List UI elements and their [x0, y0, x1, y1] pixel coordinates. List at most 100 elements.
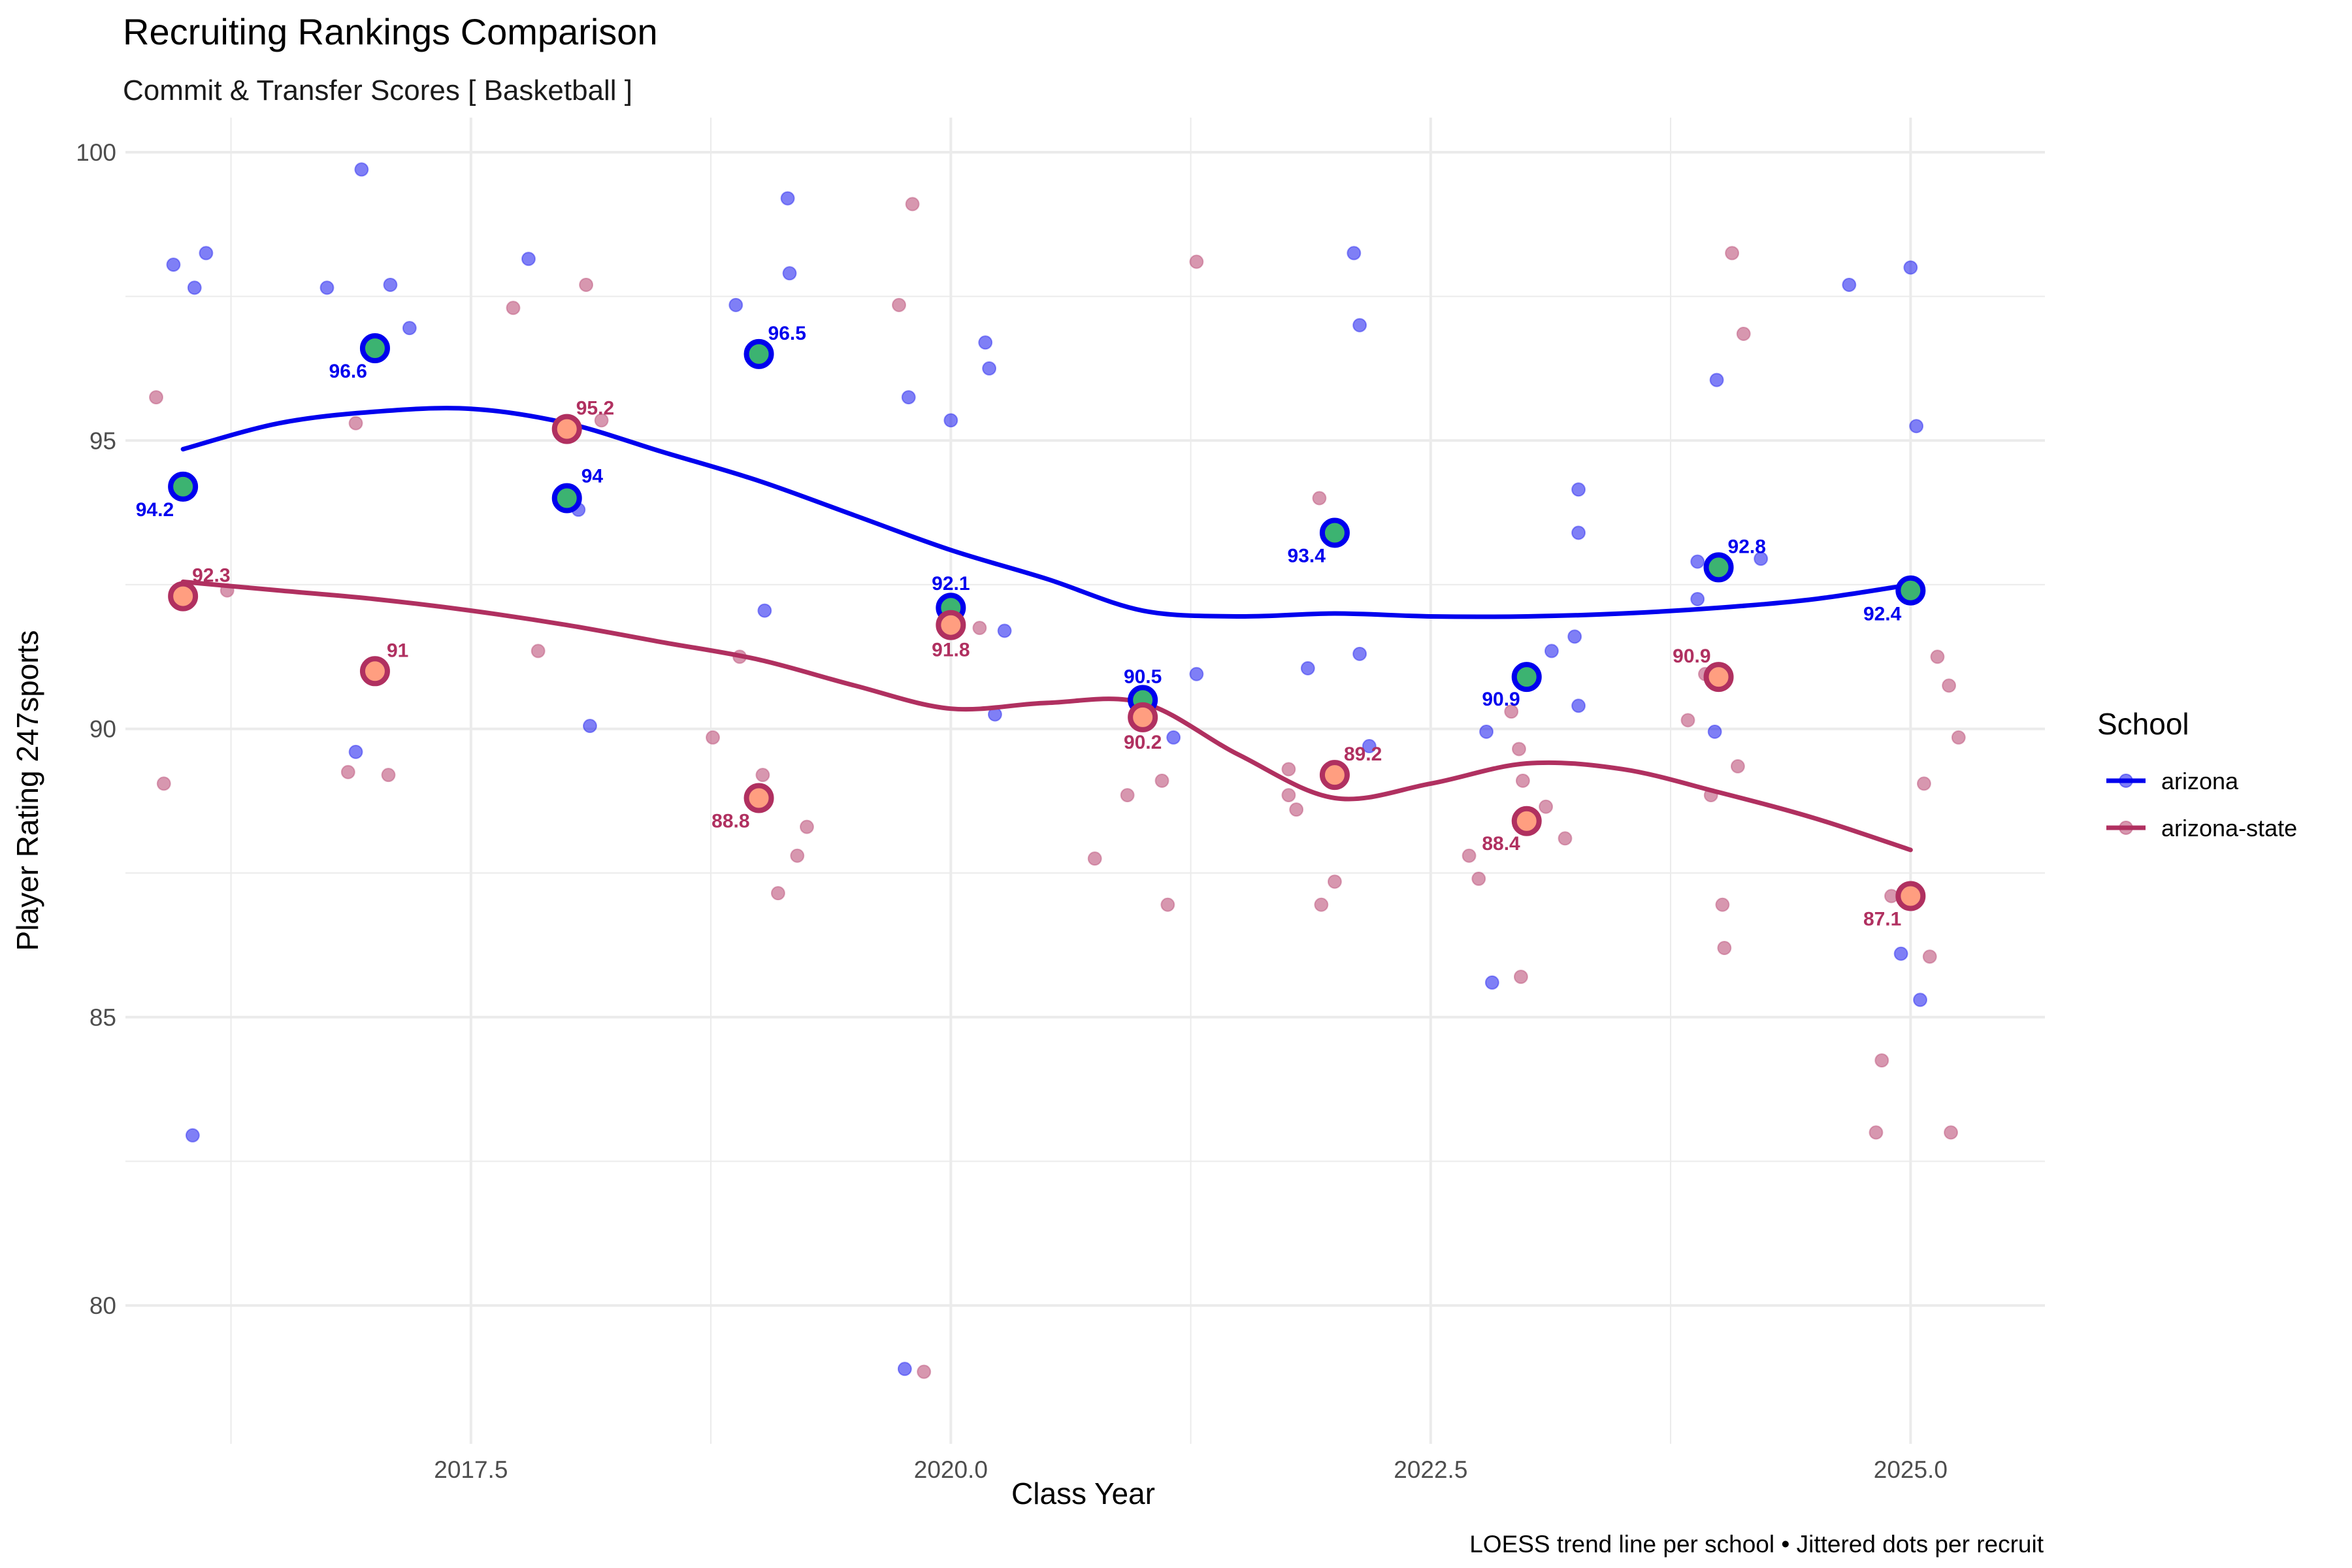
average-point	[743, 783, 774, 813]
average-data-label: 94.2	[136, 499, 174, 521]
recruit-point	[1893, 946, 1908, 961]
average-data-label: 89.2	[1344, 743, 1382, 765]
recruit-point	[1690, 591, 1705, 606]
chart-subtitle: Commit & Transfer Scores [ Basketball ]	[123, 74, 632, 106]
recruit-point	[978, 335, 993, 350]
chart-title: Recruiting Rankings Comparison	[123, 11, 658, 52]
recruit-point	[905, 197, 920, 212]
recruit-point	[897, 1362, 912, 1377]
legend-item-arizona: arizona	[2106, 768, 2239, 794]
axes: 2017.5 2020.0 2022.5 2025.0 80 85 90 95 100	[76, 139, 1948, 1483]
trend-line-arizona	[180, 406, 1913, 619]
average-point	[743, 338, 774, 369]
recruit-point	[582, 719, 597, 734]
average-data-label: 90.5	[1124, 666, 1162, 687]
recruit-point	[1281, 762, 1296, 777]
recruit-point	[1484, 975, 1499, 990]
recruit-point	[579, 277, 594, 292]
recruit-point	[1289, 802, 1304, 817]
recruit-point	[1707, 724, 1722, 739]
average-data-label: 96.6	[329, 361, 367, 382]
average-point	[1895, 575, 1926, 606]
average-point	[1319, 517, 1350, 548]
recruit-point	[594, 413, 609, 428]
recruit-point	[1504, 704, 1519, 719]
recruit-point	[1462, 848, 1477, 863]
recruit-point	[1281, 788, 1296, 803]
recruit-point	[199, 246, 214, 261]
average-data-label: 88.8	[711, 810, 749, 832]
average-point	[1128, 702, 1158, 732]
recruit-point	[982, 361, 997, 376]
recruit-point	[1869, 1125, 1884, 1140]
recruit-point	[1352, 318, 1367, 333]
y-tick-label: 95	[90, 427, 116, 454]
recruit-point	[1352, 646, 1367, 661]
recruit-point	[402, 321, 417, 336]
series-recruits-arizona-state	[149, 197, 1966, 1379]
recruit-point	[1922, 949, 1937, 964]
average-point	[1511, 662, 1542, 693]
recruit-point	[972, 621, 987, 636]
recruit-point	[1471, 872, 1486, 887]
average-data-label: 87.1	[1863, 909, 1901, 930]
recruit-point	[706, 730, 721, 745]
average-data-label: 92.1	[932, 573, 970, 595]
recruit-point	[1479, 724, 1494, 739]
recruit-point	[1558, 831, 1573, 846]
legend-label: arizona-state	[2161, 815, 2297, 841]
recruit-point	[1189, 666, 1204, 681]
recruit-point	[381, 768, 396, 783]
recruit-point	[780, 191, 795, 206]
recruit-point	[1842, 277, 1857, 292]
recruit-point	[1300, 661, 1315, 676]
recruit-point	[943, 413, 958, 428]
legend-swatch-dot	[2119, 774, 2133, 788]
recruit-point	[531, 644, 546, 659]
recruit-point	[757, 603, 772, 618]
recruit-point	[1087, 851, 1102, 866]
average-data-label: 96.5	[768, 323, 806, 344]
recruit-point	[354, 162, 369, 177]
recruit-point	[383, 277, 398, 292]
recruit-point	[755, 768, 770, 783]
recruit-point	[1511, 742, 1526, 757]
recruit-point	[1736, 326, 1751, 341]
trend-line-arizona-state	[180, 580, 1913, 853]
x-tick-label: 2017.5	[434, 1456, 508, 1483]
series-recruits-arizona	[166, 162, 1928, 1377]
recruit-point	[1913, 992, 1928, 1007]
recruit-point	[1571, 482, 1586, 497]
y-tick-label: 90	[90, 716, 116, 743]
recruit-point	[1944, 1125, 1959, 1140]
recruit-point	[1347, 246, 1362, 261]
recruit-point	[1930, 649, 1945, 664]
recruit-point	[1154, 774, 1169, 788]
recruit-point	[521, 252, 536, 267]
recruit-point	[917, 1364, 932, 1379]
recruit-point	[1160, 897, 1175, 912]
average-point	[359, 333, 390, 364]
average-data-label: 93.4	[1288, 545, 1326, 566]
recruit-point	[185, 1128, 200, 1143]
recruit-point	[892, 297, 907, 312]
recruit-point	[348, 416, 363, 431]
recruit-point	[997, 623, 1012, 638]
recruit-point	[1539, 799, 1554, 814]
legend: School arizona arizona-state	[2097, 707, 2297, 841]
recruit-point	[1120, 788, 1135, 803]
legend-item-arizona-state: arizona-state	[2106, 815, 2297, 841]
average-point	[551, 483, 582, 514]
recruit-point	[1874, 1053, 1889, 1068]
recruit-point	[799, 819, 814, 834]
average-data-label: 92.8	[1728, 536, 1766, 557]
recruit-point	[1903, 260, 1918, 275]
x-axis-label: Class Year	[1011, 1477, 1155, 1511]
recruit-point	[1909, 419, 1924, 434]
recruit-point	[506, 301, 521, 316]
recruit-point	[1730, 759, 1745, 774]
recruit-point	[1680, 713, 1695, 728]
recruit-point	[340, 764, 355, 779]
recruit-point	[1717, 940, 1732, 955]
recruit-point	[1362, 739, 1377, 754]
